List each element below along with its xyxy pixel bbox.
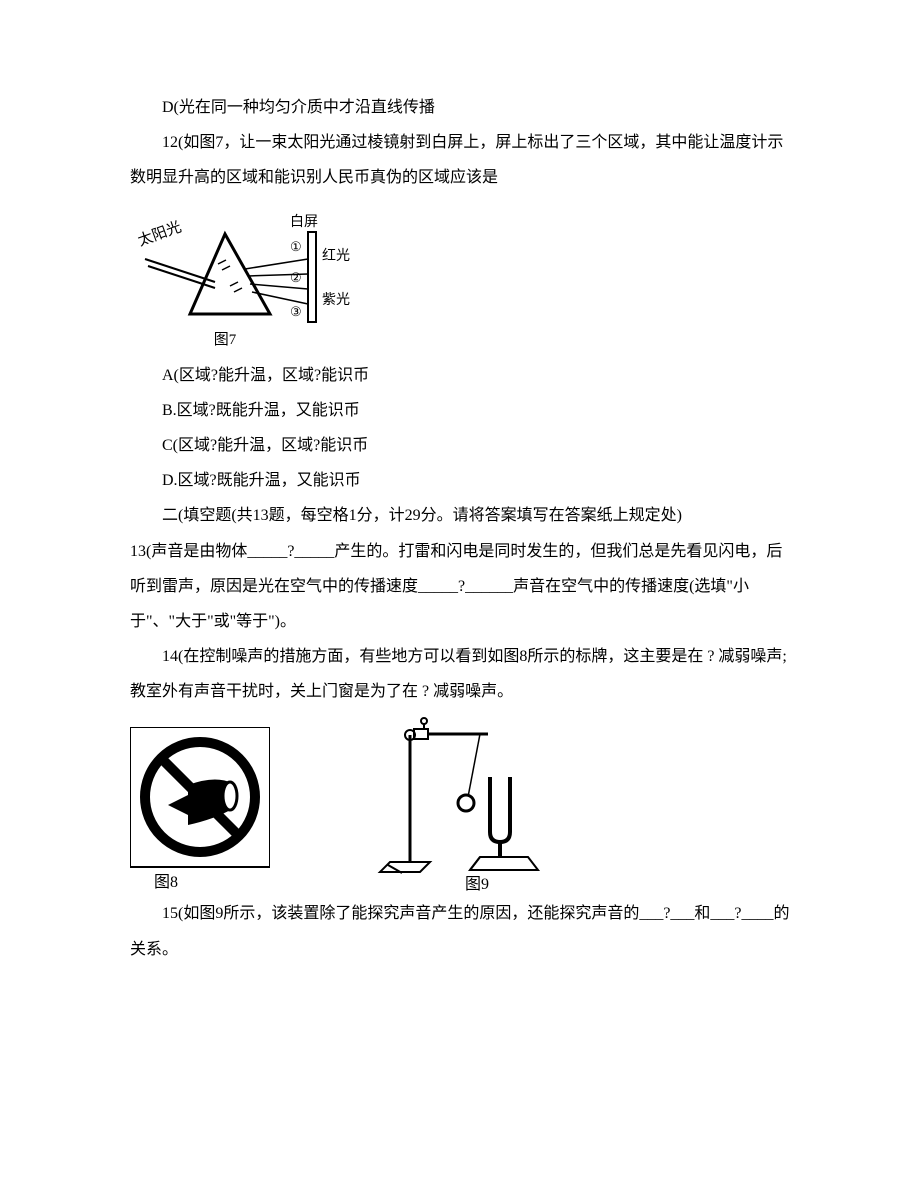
figure-7-caption: 图7	[214, 331, 237, 348]
q12-option-c: C(区域?能升温，区域?能识币	[130, 428, 790, 463]
q12-stem: 12(如图7，让一束太阳光通过棱镜射到白屏上，屏上标出了三个区域，其中能让温度计…	[130, 125, 790, 195]
q12-option-a: A(区域?能升温，区域?能识币	[130, 358, 790, 393]
screen-label: 白屏	[290, 214, 318, 230]
figure-7: 太阳光 白屏 ① ② ③ 红光 紫	[130, 204, 790, 354]
q13-text: 13(声音是由物体_____?_____产生的。打雷和闪电是同时发生的，但我们总…	[130, 534, 790, 640]
tuning-fork-setup-svg: 图9	[370, 717, 570, 892]
figure-8: 图8	[130, 727, 270, 892]
region-2-label: ②	[290, 270, 302, 285]
q15-text: 15(如图9所示，该装置除了能探究声音产生的原因，还能探究声音的___?___和…	[130, 896, 790, 966]
region-3-label: ③	[290, 304, 302, 319]
q12-option-b: B.区域?既能升温，又能识币	[130, 393, 790, 428]
figure-8-9-row: 图8	[130, 717, 790, 892]
region-1-label: ①	[290, 239, 302, 254]
figure-8-caption: 图8	[154, 874, 178, 891]
q12-option-d: D.区域?既能升温，又能识币	[130, 463, 790, 498]
red-light-label: 红光	[322, 248, 350, 264]
q14-text: 14(在控制噪声的措施方面，有些地方可以看到如图8所示的标牌，这主要是在 ? 减…	[130, 639, 790, 709]
figure-9: 图9	[370, 717, 570, 892]
sunlight-label: 太阳光	[136, 218, 184, 249]
prism-diagram-svg: 太阳光 白屏 ① ② ③ 红光 紫	[130, 204, 360, 354]
section-2-heading: 二(填空题(共13题，每空格1分，计29分。请将答案填写在答案纸上规定处)	[130, 498, 790, 533]
figure-9-caption: 图9	[465, 876, 489, 892]
no-horn-sign-svg: 图8	[130, 727, 270, 892]
q11-option-d: D(光在同一种均匀介质中才沿直线传播	[130, 90, 790, 125]
violet-light-label: 紫光	[322, 292, 350, 308]
